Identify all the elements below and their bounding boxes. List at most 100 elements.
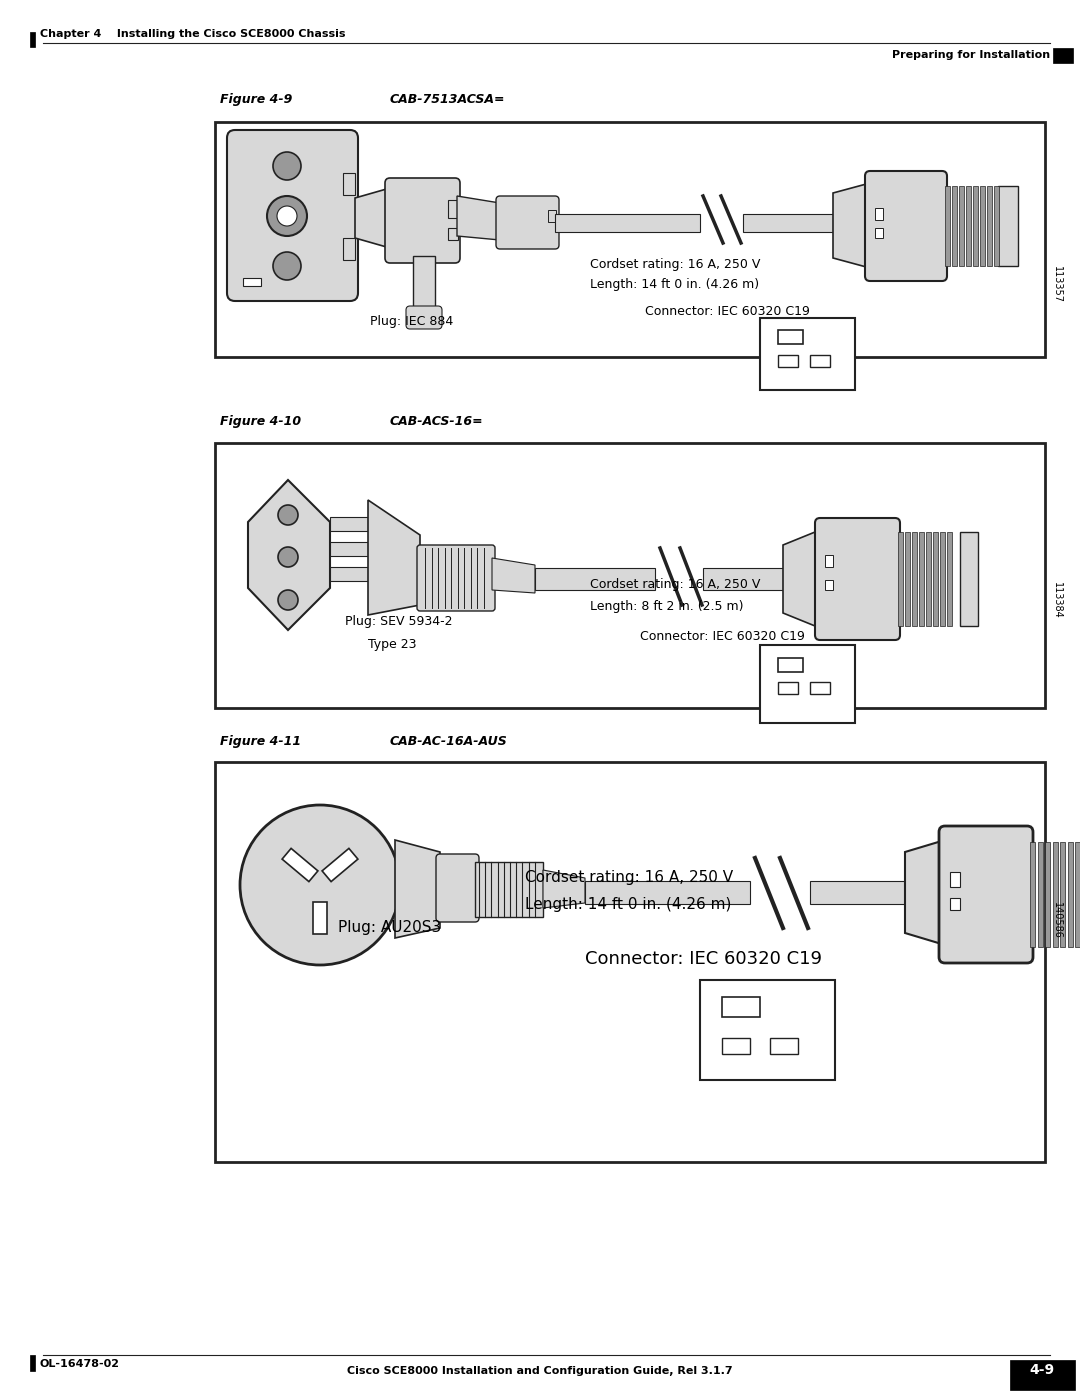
Bar (330, 542, 368, 556)
Text: CAB-AC-16A-AUS: CAB-AC-16A-AUS (390, 735, 508, 747)
Bar (933, 532, 939, 626)
Bar (215, 122, 1045, 358)
Bar (723, 1038, 750, 1053)
Bar (778, 682, 798, 694)
Bar (940, 532, 945, 626)
Bar (1067, 842, 1072, 947)
Polygon shape (368, 500, 420, 615)
Bar (770, 1038, 798, 1053)
Polygon shape (248, 481, 330, 630)
Text: 113384: 113384 (1052, 581, 1062, 619)
Text: Cordset rating: 16 A, 250 V: Cordset rating: 16 A, 250 V (525, 870, 733, 886)
Bar (825, 555, 833, 567)
Bar (1045, 842, 1050, 947)
Text: Plug: AU20S3: Plug: AU20S3 (338, 921, 442, 935)
FancyBboxPatch shape (815, 518, 900, 640)
Bar (30, 1355, 35, 1370)
Text: Figure 4-9: Figure 4-9 (220, 94, 293, 106)
Bar (1030, 842, 1035, 947)
Text: OL-16478-02: OL-16478-02 (40, 1359, 120, 1369)
Text: 4-9: 4-9 (1029, 1363, 1054, 1377)
Bar (1010, 1361, 1075, 1390)
Circle shape (273, 251, 301, 279)
Bar (1059, 842, 1065, 947)
Bar (919, 532, 924, 626)
Text: Connector: IEC 60320 C19: Connector: IEC 60320 C19 (645, 305, 810, 319)
Bar (994, 186, 999, 265)
Text: Length: 14 ft 0 in. (4.26 m): Length: 14 ft 0 in. (4.26 m) (525, 897, 731, 912)
Bar (950, 898, 960, 909)
Bar (998, 186, 1018, 265)
Bar (778, 330, 804, 344)
Bar (912, 532, 917, 626)
Bar (535, 569, 654, 590)
Bar (950, 872, 960, 887)
Bar (875, 228, 883, 237)
Bar (743, 214, 833, 232)
Text: Cordset rating: 16 A, 250 V: Cordset rating: 16 A, 250 V (590, 258, 760, 271)
Polygon shape (282, 848, 318, 882)
Bar (980, 186, 985, 265)
Bar (448, 200, 458, 218)
Bar (810, 355, 831, 367)
Bar (897, 532, 903, 626)
Bar (778, 658, 804, 672)
Bar (947, 532, 951, 626)
Polygon shape (395, 840, 440, 937)
Bar (243, 278, 261, 286)
Circle shape (278, 590, 298, 610)
Text: 113357: 113357 (1052, 267, 1062, 303)
Text: Figure 4-11: Figure 4-11 (220, 735, 301, 747)
Polygon shape (833, 183, 870, 268)
Bar (475, 862, 543, 916)
Text: Cisco SCE8000 Installation and Configuration Guide, Rel 3.1.7: Cisco SCE8000 Installation and Configura… (347, 1366, 733, 1376)
Text: Connector: IEC 60320 C19: Connector: IEC 60320 C19 (640, 630, 805, 643)
Text: Plug: SEV 5934-2: Plug: SEV 5934-2 (345, 615, 453, 629)
Circle shape (278, 504, 298, 525)
Text: CAB-7513ACSA=: CAB-7513ACSA= (390, 94, 505, 106)
Circle shape (267, 196, 307, 236)
Polygon shape (783, 529, 820, 629)
Text: Figure 4-10: Figure 4-10 (220, 415, 301, 427)
Bar (1038, 842, 1042, 947)
Bar (945, 186, 950, 265)
Polygon shape (322, 848, 357, 882)
Bar (215, 443, 1045, 708)
Text: Connector: IEC 60320 C19: Connector: IEC 60320 C19 (585, 950, 822, 968)
Bar (585, 882, 750, 904)
Polygon shape (492, 557, 535, 592)
FancyBboxPatch shape (384, 177, 460, 263)
FancyBboxPatch shape (417, 545, 495, 610)
Circle shape (278, 548, 298, 567)
Bar (1053, 842, 1057, 947)
Bar (760, 645, 855, 724)
Bar (548, 210, 556, 222)
Bar (30, 32, 35, 47)
Bar (905, 532, 910, 626)
Bar (973, 186, 978, 265)
Text: Cordset rating: 16 A, 250 V: Cordset rating: 16 A, 250 V (590, 578, 760, 591)
Text: Length: 14 ft 0 in. (4.26 m): Length: 14 ft 0 in. (4.26 m) (590, 278, 759, 291)
Bar (448, 228, 458, 240)
Text: 140586: 140586 (1052, 901, 1062, 939)
Circle shape (240, 805, 400, 965)
Bar (987, 186, 993, 265)
Text: Plug: IEC 884: Plug: IEC 884 (370, 314, 454, 328)
FancyBboxPatch shape (227, 130, 357, 300)
FancyBboxPatch shape (939, 826, 1032, 963)
Bar (555, 214, 700, 232)
Bar (760, 319, 855, 390)
Circle shape (273, 152, 301, 180)
Bar (1075, 842, 1080, 947)
FancyBboxPatch shape (496, 196, 559, 249)
Text: Chapter 4    Installing the Cisco SCE8000 Chassis: Chapter 4 Installing the Cisco SCE8000 C… (40, 29, 346, 39)
Polygon shape (457, 196, 500, 240)
Bar (703, 569, 783, 590)
Bar (778, 355, 798, 367)
Text: Preparing for Installation: Preparing for Installation (892, 50, 1050, 60)
Bar (825, 580, 833, 590)
Polygon shape (313, 902, 327, 935)
Polygon shape (543, 870, 585, 908)
Bar (343, 237, 355, 260)
FancyBboxPatch shape (865, 170, 947, 281)
